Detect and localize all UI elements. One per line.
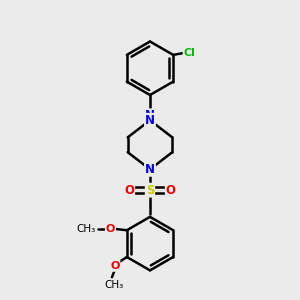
Text: N: N [145,114,155,127]
Text: O: O [124,184,134,196]
Text: N: N [145,163,155,176]
Text: Cl: Cl [184,47,196,58]
Text: O: O [110,261,120,271]
Text: S: S [146,184,154,196]
Text: N: N [145,109,155,122]
Text: CH₃: CH₃ [76,224,96,234]
Text: O: O [166,184,176,196]
Text: CH₃: CH₃ [105,280,124,290]
Text: O: O [106,224,115,234]
